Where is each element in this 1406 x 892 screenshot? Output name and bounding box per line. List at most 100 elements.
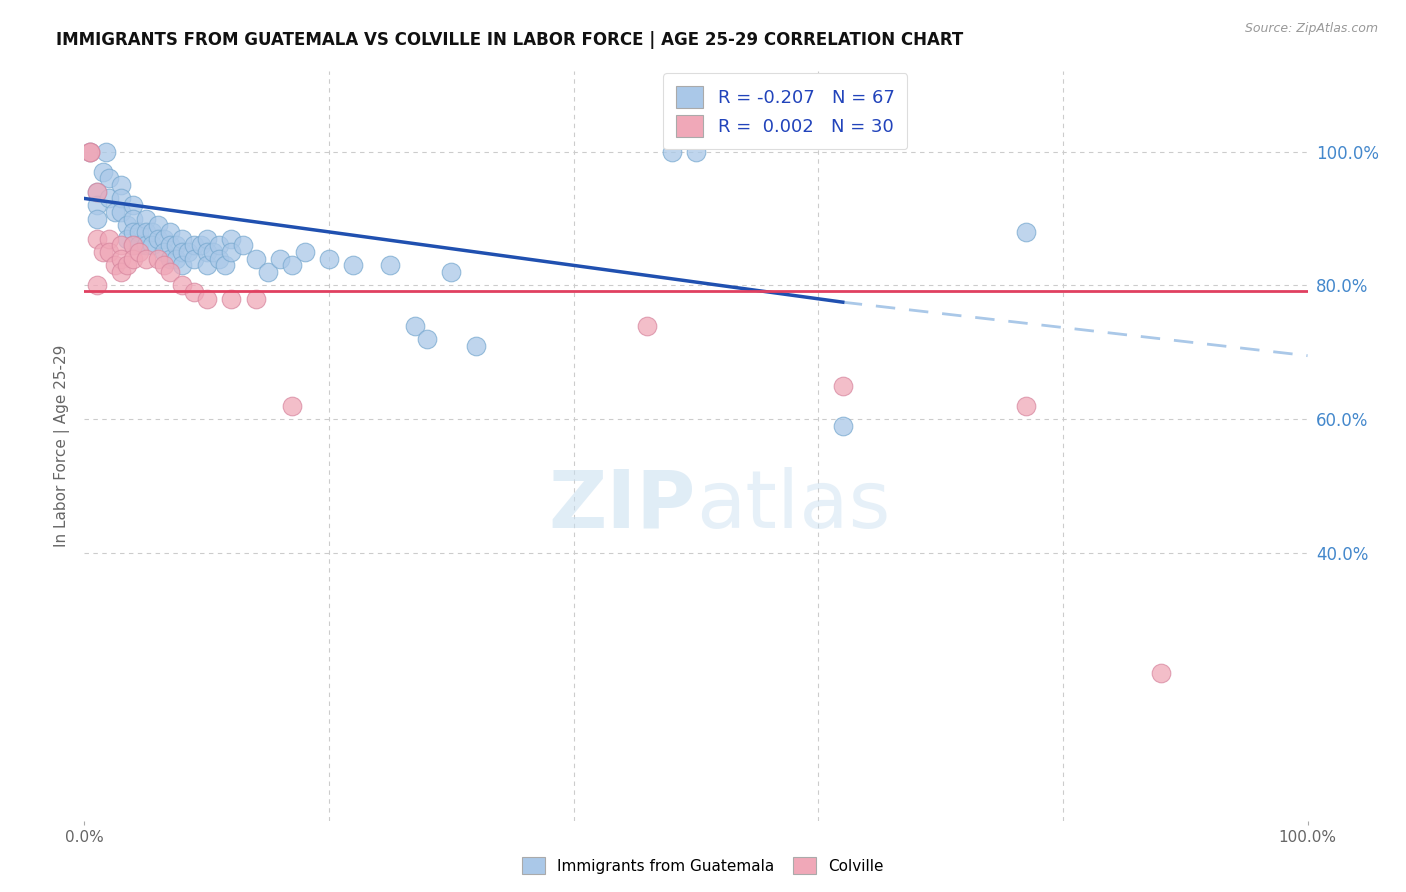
Point — [97, 171, 120, 186]
Legend: R = -0.207   N = 67, R =  0.002   N = 30: R = -0.207 N = 67, R = 0.002 N = 30 — [664, 73, 907, 150]
Point — [208, 238, 231, 252]
Point — [190, 238, 212, 252]
Point — [128, 238, 150, 252]
Point — [122, 198, 145, 212]
Point — [122, 211, 145, 226]
Point — [128, 245, 150, 260]
Point — [685, 145, 707, 159]
Point — [135, 225, 157, 239]
Point — [195, 232, 218, 246]
Point — [96, 145, 118, 159]
Point — [122, 225, 145, 239]
Point — [146, 232, 169, 246]
Point — [135, 238, 157, 252]
Point — [153, 259, 176, 273]
Point — [172, 245, 194, 260]
Point — [232, 238, 254, 252]
Point — [416, 332, 439, 346]
Point — [1150, 666, 1173, 681]
Point — [110, 238, 132, 252]
Point — [177, 245, 200, 260]
Point — [110, 265, 132, 279]
Point — [135, 211, 157, 226]
Point — [281, 399, 304, 413]
Text: atlas: atlas — [696, 467, 890, 545]
Point — [831, 379, 853, 393]
Point — [219, 245, 242, 260]
Point — [245, 252, 267, 266]
Point — [115, 219, 138, 233]
Point — [294, 245, 316, 260]
Point — [122, 238, 145, 252]
Point — [122, 252, 145, 266]
Point — [165, 238, 187, 252]
Point — [97, 232, 120, 246]
Point — [219, 232, 242, 246]
Legend: Immigrants from Guatemala, Colville: Immigrants from Guatemala, Colville — [516, 851, 890, 880]
Point — [831, 419, 853, 434]
Point — [183, 285, 205, 300]
Point — [172, 232, 194, 246]
Point — [380, 259, 402, 273]
Point — [281, 259, 304, 273]
Point — [201, 245, 224, 260]
Point — [104, 259, 127, 273]
Point — [661, 145, 683, 159]
Point — [172, 259, 194, 273]
Point — [79, 145, 101, 159]
Point — [219, 292, 242, 306]
Point — [195, 259, 218, 273]
Point — [195, 245, 218, 260]
Point — [79, 145, 101, 159]
Point — [104, 205, 127, 219]
Point — [257, 265, 280, 279]
Point — [115, 232, 138, 246]
Point — [86, 278, 108, 293]
Point — [636, 318, 658, 333]
Y-axis label: In Labor Force | Age 25-29: In Labor Force | Age 25-29 — [55, 345, 70, 547]
Point — [141, 225, 163, 239]
Point — [115, 259, 138, 273]
Point — [141, 238, 163, 252]
Point — [86, 198, 108, 212]
Text: Source: ZipAtlas.com: Source: ZipAtlas.com — [1244, 22, 1378, 36]
Point — [97, 192, 120, 206]
Point — [159, 252, 181, 266]
Point — [86, 185, 108, 199]
Point — [86, 185, 108, 199]
Point — [208, 252, 231, 266]
Point — [79, 145, 101, 159]
Point — [269, 252, 291, 266]
Point — [86, 211, 108, 226]
Point — [214, 259, 236, 273]
Point — [135, 252, 157, 266]
Point — [318, 252, 340, 266]
Point — [91, 165, 114, 179]
Text: ZIP: ZIP — [548, 467, 696, 545]
Point — [146, 252, 169, 266]
Point — [245, 292, 267, 306]
Point — [159, 225, 181, 239]
Point — [159, 265, 181, 279]
Point — [110, 192, 132, 206]
Point — [110, 205, 132, 219]
Point — [128, 225, 150, 239]
Point — [183, 252, 205, 266]
Point — [153, 232, 176, 246]
Point — [172, 278, 194, 293]
Point — [1015, 225, 1038, 239]
Point — [440, 265, 463, 279]
Point — [153, 245, 176, 260]
Point — [165, 252, 187, 266]
Point — [342, 259, 364, 273]
Point — [86, 232, 108, 246]
Point — [404, 318, 426, 333]
Point — [146, 219, 169, 233]
Point — [159, 238, 181, 252]
Point — [122, 238, 145, 252]
Point — [110, 178, 132, 193]
Point — [1015, 399, 1038, 413]
Point — [97, 245, 120, 260]
Point — [110, 252, 132, 266]
Point — [464, 339, 486, 353]
